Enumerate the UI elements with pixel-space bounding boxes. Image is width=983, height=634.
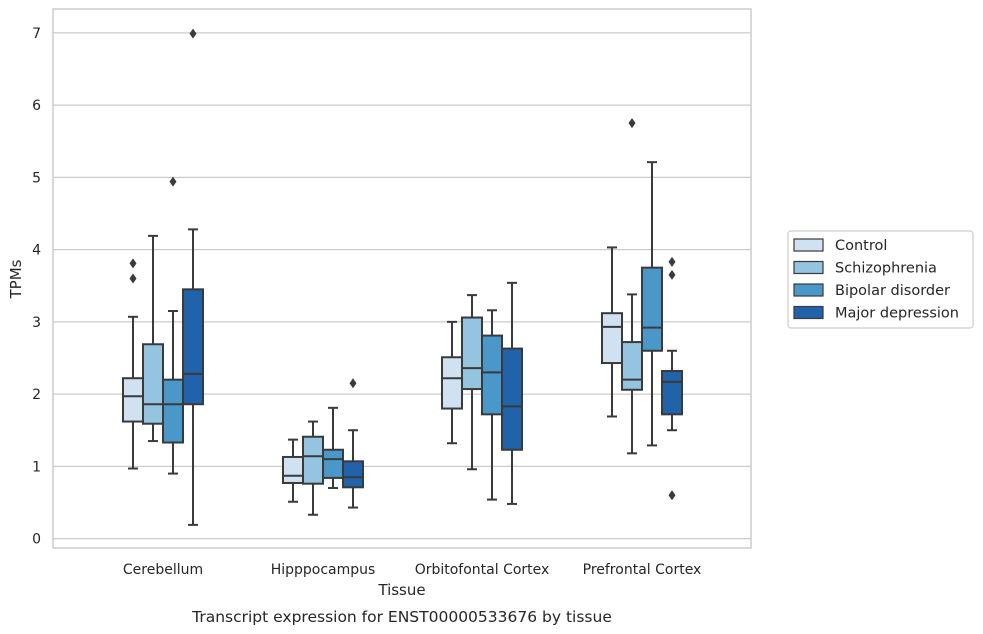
legend-swatch (793, 260, 824, 275)
box-iqr (661, 369, 683, 416)
box-major-depression (501, 281, 523, 505)
box-bipolar-disorder (641, 161, 663, 447)
plot-area (122, 28, 683, 526)
outlier-point (628, 118, 636, 129)
outlier-point (129, 258, 137, 269)
legend-box (787, 230, 974, 329)
legend-label: Control (835, 238, 887, 254)
box-control (282, 438, 304, 503)
box-major-depression (182, 28, 204, 526)
box-iqr (641, 266, 663, 352)
plot-frame (52, 8, 752, 549)
legend-label: Schizophrenia (835, 261, 937, 277)
outlier-point (668, 269, 676, 280)
y-tick-label: 1 (32, 459, 41, 475)
y-tick-label: 5 (32, 170, 41, 186)
box-iqr (621, 341, 643, 391)
box-iqr (501, 347, 523, 451)
y-tick-label: 0 (32, 532, 41, 548)
box-schizophrenia (302, 420, 324, 516)
box-iqr (122, 377, 144, 423)
box-major-depression (342, 378, 364, 509)
y-tick-label: 6 (32, 98, 41, 114)
box-bipolar-disorder (481, 309, 503, 501)
outlier-point (349, 378, 357, 389)
box-control (441, 320, 463, 445)
legend-swatch (793, 305, 824, 320)
box-bipolar-disorder (322, 406, 344, 490)
x-tick-label: Cerebellum (123, 562, 203, 578)
legend-label: Major depression (835, 306, 959, 322)
legend-swatch (793, 283, 824, 297)
box-iqr (342, 460, 364, 489)
legend-label: Bipolar disorder (835, 283, 950, 299)
box-iqr (322, 448, 344, 479)
box-schizophrenia (621, 118, 643, 455)
y-tick-label: 7 (32, 26, 41, 42)
box-iqr (441, 356, 463, 410)
box-iqr (461, 316, 483, 391)
y-tick-label: 4 (32, 243, 41, 259)
legend-swatch (793, 238, 824, 252)
outlier-point (668, 256, 676, 267)
outlier-point (169, 176, 177, 187)
y-axis-label: TPMs (7, 259, 25, 299)
x-axis-label: Tissue (377, 581, 425, 599)
x-axis-ticks: Cerebellum Hipppocampus Orbitofontal Corte… (123, 562, 701, 578)
box-iqr (142, 343, 164, 425)
box-control (601, 246, 623, 418)
y-tick-label: 2 (32, 387, 41, 403)
outlier-point (189, 28, 197, 39)
outlier-point (129, 273, 137, 284)
box-bipolar-disorder (162, 176, 184, 475)
box-iqr (481, 334, 503, 416)
legend: Control Schizophrenia Bipolar disorder Majo… (787, 230, 974, 329)
box-control (122, 258, 144, 470)
x-tick-label: Prefrontal Cortex (583, 562, 702, 578)
box-schizophrenia (142, 234, 164, 443)
box-major-depression (661, 256, 683, 501)
x-tick-label: Orbitofontal Cortex (415, 562, 550, 578)
box-iqr (162, 378, 184, 444)
outlier-point (668, 490, 676, 501)
y-axis-ticks: 0 1 2 3 4 5 6 7 (32, 26, 41, 548)
chart-caption: Transcript expression for ENST0000053367… (191, 608, 612, 626)
box-iqr (302, 435, 324, 485)
x-tick-label: Hipppocampus (271, 562, 376, 578)
y-tick-label: 3 (32, 315, 41, 331)
box-iqr (601, 312, 623, 365)
box-iqr (282, 455, 304, 484)
box-schizophrenia (461, 294, 483, 471)
box-iqr (182, 288, 204, 406)
